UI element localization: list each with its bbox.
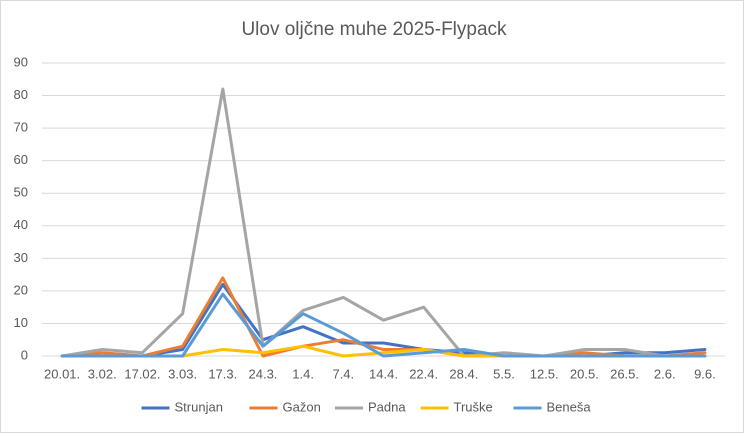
- y-tick-label: 80: [14, 87, 28, 102]
- chart-title: Ulov oljčne muhe 2025-Flypack: [241, 19, 507, 40]
- x-tick-label: 2.6.: [654, 366, 676, 381]
- legend-label: Beneša: [547, 399, 592, 414]
- x-tick-label: 28.4.: [449, 366, 478, 381]
- series-line: [60, 87, 707, 358]
- series-line: [60, 292, 707, 358]
- x-tick-label: 20.5.: [570, 366, 599, 381]
- x-tick-label: 17.3.: [208, 366, 237, 381]
- y-tick-label: 50: [14, 185, 28, 200]
- x-tick-label: 26.5.: [610, 366, 639, 381]
- x-tick-label: 9.6.: [694, 366, 716, 381]
- y-tick-label: 30: [14, 250, 28, 265]
- x-tick-label: 22.4.: [409, 366, 438, 381]
- legend-label: Strunjan: [175, 399, 223, 414]
- x-tick-label: 5.5.: [493, 366, 515, 381]
- legend-label: Truške: [454, 399, 493, 414]
- y-tick-label: 60: [14, 152, 28, 167]
- y-tick-label: 40: [14, 217, 28, 232]
- y-tick-label: 90: [14, 54, 28, 69]
- x-tick-label: 3.03.: [168, 366, 197, 381]
- y-tick-label: 0: [21, 347, 28, 362]
- legend-label: Padna: [368, 399, 406, 414]
- x-tick-label: 24.3.: [249, 366, 278, 381]
- legend-label: Gažon: [283, 399, 321, 414]
- x-tick-label: 14.4.: [369, 366, 398, 381]
- y-tick-label: 20: [14, 282, 28, 297]
- x-tick-label: 7.4.: [332, 366, 354, 381]
- x-tick-label: 12.5.: [530, 366, 559, 381]
- y-tick-label: 10: [14, 315, 28, 330]
- x-tick-label: 17.02.: [124, 366, 160, 381]
- x-tick-label: 1.4.: [292, 366, 314, 381]
- y-tick-label: 70: [14, 120, 28, 135]
- series-line: [60, 276, 707, 358]
- x-tick-label: 3.02.: [88, 366, 117, 381]
- x-tick-label: 20.01.: [44, 366, 80, 381]
